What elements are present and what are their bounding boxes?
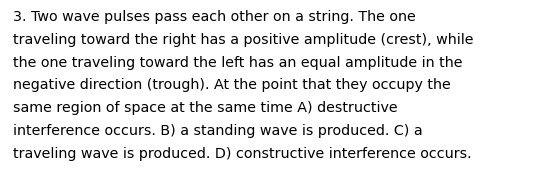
Text: traveling toward the right has a positive amplitude (crest), while: traveling toward the right has a positiv… <box>13 33 474 47</box>
Text: traveling wave is produced. D) constructive interference occurs.: traveling wave is produced. D) construct… <box>13 147 472 161</box>
Text: 3. Two wave pulses pass each other on a string. The one: 3. Two wave pulses pass each other on a … <box>13 10 416 24</box>
Text: negative direction (trough). At the point that they occupy the: negative direction (trough). At the poin… <box>13 78 451 92</box>
Text: interference occurs. B) a standing wave is produced. C) a: interference occurs. B) a standing wave … <box>13 124 422 138</box>
Text: the one traveling toward the left has an equal amplitude in the: the one traveling toward the left has an… <box>13 56 463 70</box>
Text: same region of space at the same time A) destructive: same region of space at the same time A)… <box>13 101 398 115</box>
